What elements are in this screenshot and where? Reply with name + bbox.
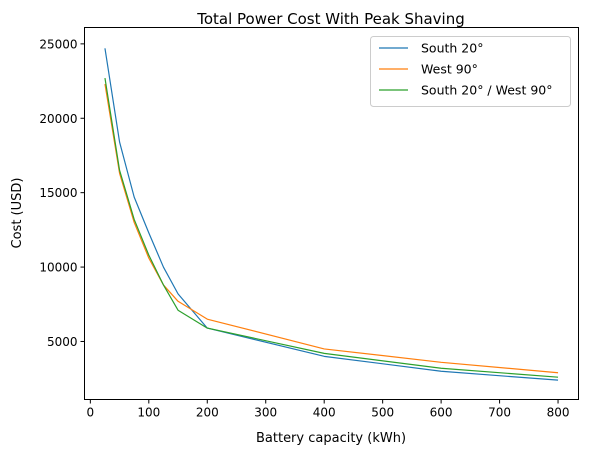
x-tick-label: 700 — [488, 406, 511, 420]
x-tick-label: 800 — [547, 406, 570, 420]
series-line-1 — [104, 48, 559, 381]
y-tick-label: 10000 — [39, 261, 77, 275]
legend-label-1: South 20° — [421, 41, 483, 56]
series-line-2 — [104, 83, 559, 374]
y-tick-label: 5000 — [47, 335, 78, 349]
plot-frame — [84, 27, 579, 400]
legend-frame — [370, 36, 571, 107]
x-axis-label: Battery capacity (kWh) — [256, 431, 406, 446]
plot-area — [84, 27, 579, 400]
legend-label-2: West 90° — [421, 62, 478, 77]
series-line-3 — [104, 77, 559, 378]
y-tick-label: 25000 — [39, 37, 77, 51]
x-tick-label: 300 — [254, 406, 277, 420]
x-axis: 0 100 200 300 400 500 600 700 800 — [87, 399, 570, 420]
x-tick-label: 400 — [313, 406, 336, 420]
chart-title: Total Power Cost With Peak Shaving — [196, 10, 465, 28]
x-tick-label: 0 — [87, 406, 95, 420]
x-tick-label: 600 — [430, 406, 453, 420]
x-tick-label: 200 — [196, 406, 219, 420]
y-tick-label: 20000 — [39, 112, 77, 126]
y-tick-label: 15000 — [39, 186, 77, 200]
y-axis-label: Cost (USD) — [10, 178, 25, 249]
legend-label-3: South 20° / West 90° — [421, 83, 552, 98]
legend: South 20° West 90° South 20° / West 90° — [370, 36, 571, 107]
y-axis: 5000 10000 15000 20000 25000 — [39, 37, 85, 349]
x-tick-label: 500 — [371, 406, 394, 420]
x-tick-label: 100 — [137, 406, 160, 420]
series-layer — [104, 48, 559, 381]
